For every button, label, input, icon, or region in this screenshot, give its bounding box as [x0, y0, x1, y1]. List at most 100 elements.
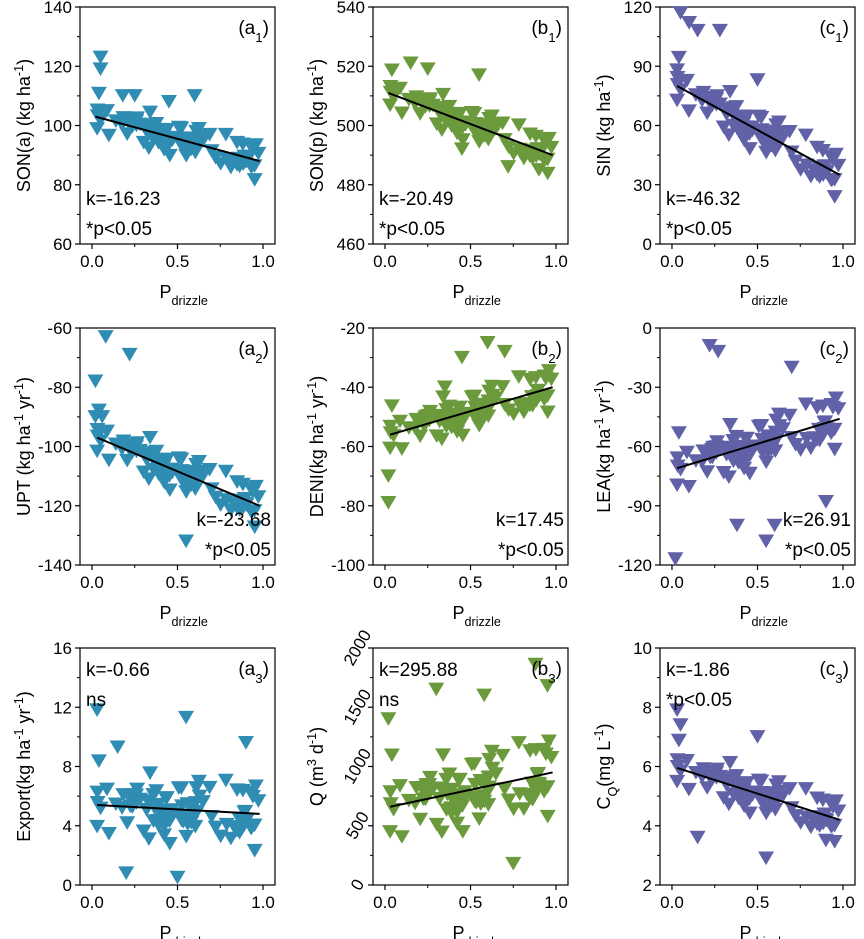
data-point — [89, 429, 106, 444]
data-point — [537, 371, 554, 386]
data-point — [505, 407, 522, 422]
data-point — [708, 766, 725, 780]
k-value: k=26.91 — [783, 510, 851, 531]
fit-line — [97, 804, 260, 815]
data-point — [826, 442, 843, 457]
data-point — [183, 478, 200, 492]
data-point — [476, 129, 493, 143]
data-point — [809, 140, 826, 155]
fit-line — [676, 417, 840, 470]
data-point — [438, 772, 455, 787]
y-tick-label: -120 — [618, 556, 652, 575]
data-point — [787, 154, 804, 169]
data-point — [798, 158, 815, 173]
data-point — [511, 398, 528, 412]
y-tick-label: 90 — [633, 57, 652, 76]
x-tick-label: 0.0 — [80, 893, 104, 912]
data-point — [421, 777, 438, 792]
data-point — [749, 730, 766, 744]
data-point — [725, 434, 742, 448]
data-point — [826, 173, 843, 187]
y-tick-label: 0 — [643, 235, 652, 254]
data-point — [421, 408, 438, 423]
data-point — [678, 73, 695, 88]
data-point — [792, 443, 809, 457]
data-point — [809, 791, 826, 806]
data-point — [720, 128, 737, 142]
data-point — [412, 429, 429, 444]
x-tick-label: 0.5 — [746, 893, 770, 912]
data-point — [540, 734, 557, 749]
data-point — [229, 135, 246, 150]
data-point — [798, 810, 815, 825]
data-point — [246, 504, 263, 518]
data-point — [142, 430, 159, 445]
data-point — [178, 829, 195, 844]
data-point — [720, 797, 737, 812]
data-point — [699, 781, 716, 795]
panel-label: (b3) — [531, 659, 562, 686]
data-point — [521, 791, 538, 806]
data-point — [128, 114, 145, 128]
data-point — [766, 518, 783, 533]
data-point — [191, 789, 208, 804]
y-tick-label: 16 — [53, 639, 72, 658]
k-value: k=-20.49 — [379, 189, 453, 210]
y-tick-label: -100 — [331, 556, 365, 575]
data-point — [701, 338, 718, 353]
data-point — [157, 452, 174, 467]
data-point — [483, 379, 500, 394]
data-point — [428, 817, 445, 832]
data-point — [391, 414, 408, 429]
data-point — [160, 95, 177, 109]
data-point — [382, 426, 399, 440]
data-point — [393, 830, 410, 844]
data-point — [817, 833, 834, 848]
data-point — [763, 799, 780, 813]
data-point — [114, 89, 131, 103]
data-point — [754, 432, 771, 447]
data-point — [728, 518, 745, 533]
data-point — [382, 441, 399, 456]
data-point — [670, 733, 687, 748]
x-tick-label: 0.0 — [373, 252, 397, 271]
data-point — [539, 809, 556, 824]
data-point — [539, 780, 556, 794]
data-point — [174, 131, 191, 145]
panel-label: (a3) — [238, 659, 269, 686]
data-point — [669, 78, 686, 92]
data-point — [808, 433, 825, 447]
y-tick-label: -60 — [47, 319, 72, 338]
data-point — [826, 422, 843, 437]
data-point — [217, 773, 234, 788]
x-axis-label: Pdrizzle — [740, 923, 788, 939]
data-point — [247, 779, 264, 794]
data-point — [539, 166, 556, 181]
x-tick-label: 0.0 — [660, 893, 684, 912]
data-point — [476, 408, 493, 423]
data-point — [118, 866, 135, 880]
y-tick-label: 10 — [633, 639, 652, 658]
data-point — [754, 786, 771, 800]
y-tick-label: -80 — [340, 497, 365, 516]
data-point — [476, 688, 493, 703]
data-point — [246, 843, 263, 858]
data-point — [824, 800, 841, 814]
data-point — [246, 520, 263, 535]
p-value: *p<0.05 — [785, 540, 851, 561]
panel-b1: 460 480 500 520 540 0.0 0.5 1.0 Pdrizzle SON(p) (… — [305, 0, 569, 308]
data-point — [687, 88, 704, 102]
y-tick-label: 500 — [342, 808, 373, 842]
data-point — [824, 400, 841, 415]
y-tick-label: 0 — [347, 876, 368, 894]
x-tick-label: 0.5 — [166, 252, 190, 271]
x-tick-label: 1.0 — [251, 573, 275, 592]
data-point — [522, 127, 539, 142]
data-point — [190, 122, 207, 136]
y-axis-label: LEA(kg ha-1 yr-1) — [592, 380, 614, 512]
x-tick-label: 0.5 — [166, 573, 190, 592]
data-point — [178, 534, 195, 549]
data-point — [510, 118, 527, 132]
x-axis-label: Pdrizzle — [740, 603, 788, 629]
y-tick-label: 0 — [63, 876, 72, 895]
